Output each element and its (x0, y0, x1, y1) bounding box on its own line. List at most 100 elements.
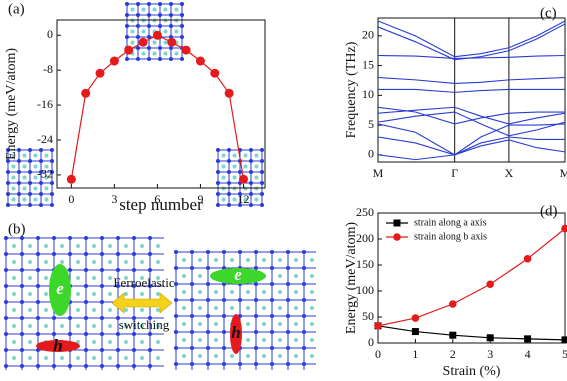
lattice-atom (44, 260, 48, 264)
lattice-atom (206, 314, 210, 318)
lattice-atom (262, 354, 266, 358)
lattice-atom (222, 314, 226, 318)
lattice-atom (92, 340, 96, 344)
data-point (523, 254, 532, 263)
lattice-atom (36, 236, 40, 240)
lattice-atom (6, 192, 10, 196)
lattice-atom (152, 40, 157, 45)
lattice-atom (100, 252, 104, 256)
lattice-atom (84, 284, 88, 288)
lattice-atom (182, 290, 186, 294)
lattice-atom (44, 292, 48, 296)
lattice-atom (136, 57, 140, 61)
lattice-atom (278, 322, 282, 326)
lattice-atom (270, 298, 274, 302)
lattice-atom (278, 290, 282, 294)
lattice-atom (278, 354, 282, 358)
lattice-atom (39, 192, 43, 196)
y-tick-label: -32 (37, 167, 53, 181)
lattice-atom (230, 290, 234, 294)
lattice-atom (174, 266, 178, 270)
panel-label: (c) (540, 5, 557, 21)
lattice-atom (156, 340, 160, 344)
lattice-atom (198, 338, 202, 342)
lattice-atom (4, 236, 8, 240)
lattice-atom (76, 276, 80, 280)
lattice-atom (214, 322, 218, 326)
lattice-atom (206, 298, 210, 302)
lattice-atom (190, 330, 194, 334)
phonon-band (377, 106, 565, 125)
phonon-band (377, 54, 566, 60)
lattice-atom (44, 356, 48, 360)
lattice-atom (116, 268, 120, 272)
lattice-layer (4, 2, 316, 370)
data-point (486, 280, 495, 289)
lattice-atom (17, 203, 21, 207)
x-tick-label: 6 (154, 192, 160, 206)
x-tick-label: 3 (487, 347, 493, 361)
lattice-atom (6, 181, 10, 185)
lattice-atom (68, 252, 72, 256)
lattice-atom (12, 276, 16, 280)
lattice-atom (141, 7, 146, 12)
lattice-atom (22, 164, 27, 169)
lattice-atom (174, 314, 178, 318)
lattice-atom (169, 2, 173, 6)
y-tick-label: 15 (362, 57, 374, 71)
y-tick-label: 10 (362, 87, 374, 101)
lattice-atom (124, 324, 128, 328)
lattice-atom (44, 164, 49, 169)
lattice-atom (116, 284, 120, 288)
y-tick-label: 20 (362, 28, 374, 42)
lattice-atom (108, 356, 112, 360)
lattice-atom (156, 292, 160, 296)
lattice-atom (227, 203, 231, 207)
x-tick-label: M (373, 166, 384, 180)
x-axis-label: step number (119, 195, 203, 214)
lattice-atom (249, 181, 253, 185)
lattice-atom (130, 29, 135, 34)
lattice-atom (227, 148, 231, 152)
lattice-atom (148, 348, 152, 352)
lattice-atom (36, 364, 40, 368)
lattice-atom (262, 322, 266, 326)
lattice-atom (124, 308, 128, 312)
lattice-atom (136, 46, 140, 50)
lattice-atom (260, 203, 264, 207)
lattice-atom (190, 282, 194, 286)
lattice-atom (33, 175, 38, 180)
lattice-atom (108, 260, 112, 264)
x-tick-label: 0 (68, 192, 74, 206)
lattice-atom (206, 250, 210, 254)
lattice-atom (254, 298, 258, 302)
lattice-atom (11, 164, 16, 169)
lattice-atom (12, 356, 16, 360)
lattice-atom (198, 258, 202, 262)
lattice-atom (4, 364, 8, 368)
data-point (238, 174, 248, 184)
hole-blob (230, 314, 242, 354)
lattice-atom (294, 290, 298, 294)
lattice-atom (254, 175, 259, 180)
lattice-atom (50, 170, 54, 174)
lattice-atom (270, 250, 274, 254)
lattice-atom (4, 348, 8, 352)
lattice-atom (20, 252, 24, 256)
lattice-atom (182, 338, 186, 342)
lattice-atom (92, 356, 96, 360)
lattice-atom (136, 13, 140, 17)
lattice-atom (100, 236, 104, 240)
lattice-atom (148, 364, 152, 368)
x-tick-label: 9 (197, 192, 203, 206)
lattice-atom (124, 276, 128, 280)
lattice-atom (44, 175, 49, 180)
lattice-atom (163, 51, 168, 56)
lattice-atom (180, 13, 184, 17)
lattice-atom (28, 356, 32, 360)
lattice-atom (227, 192, 231, 196)
lattice-atom (44, 197, 49, 202)
lattice-atom (44, 186, 49, 191)
lattice-atom (254, 282, 258, 286)
lattice-atom (148, 268, 152, 272)
